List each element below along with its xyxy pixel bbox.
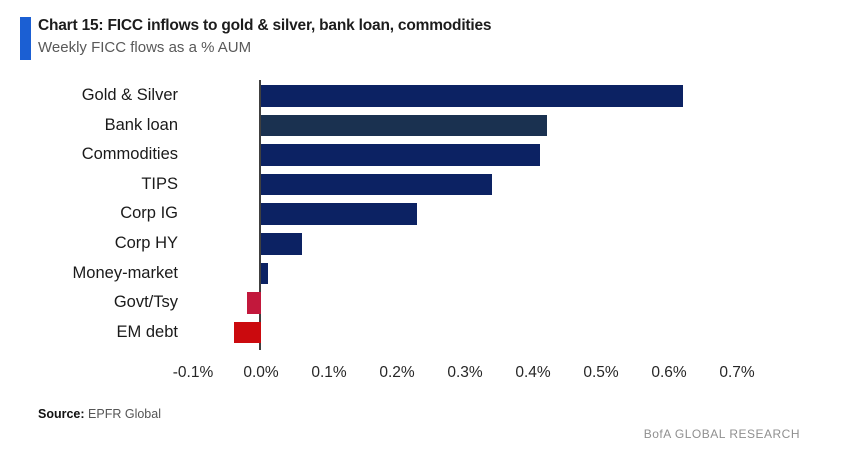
chart-title: Chart 15: FICC inflows to gold & silver,… [38,17,492,34]
bar-govt-tsy [247,292,261,314]
category-label-tips: TIPS [141,174,178,193]
title-accent-bar [20,17,31,60]
category-label-money-market: Money-market [72,263,178,282]
source-label: Source: [38,407,85,421]
source-value: EPFR Global [88,407,161,421]
x-tick-label--0.1: -0.1% [172,364,214,381]
bar-em-debt [233,321,261,344]
x-tick-label-0.3: 0.3% [447,364,483,381]
bar-bank-loan [261,114,547,137]
source-note: Source: EPFR Global [38,407,161,421]
chart-subtitle: Weekly FICC flows as a % AUM [38,39,252,56]
bar-money-market [261,262,268,285]
bar-corp-hy [261,233,302,255]
x-tick-label-0.5: 0.5% [583,364,619,381]
brand-credit: BofA GLOBAL RESEARCH [643,427,800,441]
category-label-bank-loan: Bank loan [104,115,178,134]
x-tick-label-0.6: 0.6% [651,364,687,381]
category-label-commodities: Commodities [81,145,178,164]
category-label-govt-tsy: Govt/Tsy [113,293,178,312]
category-label-corp-hy: Corp HY [114,234,178,252]
category-label-em-debt: EM debt [116,322,178,341]
x-tick-label-0.1: 0.1% [311,364,347,381]
category-label-corp-ig: Corp IG [120,204,178,223]
bar-commodities [261,144,540,166]
category-label-gold-silver: Gold & Silver [81,86,178,104]
zero-axis-line [259,80,261,350]
x-tick-label-0.4: 0.4% [515,364,551,381]
x-tick-label-0.7: 0.7% [719,364,755,381]
x-tick-label-0.2: 0.2% [379,364,415,381]
bar-tips [261,173,493,196]
x-tick-label-0.0: 0.0% [243,364,279,381]
bar-gold-silver [261,85,683,107]
bar-corp-ig [261,203,418,225]
